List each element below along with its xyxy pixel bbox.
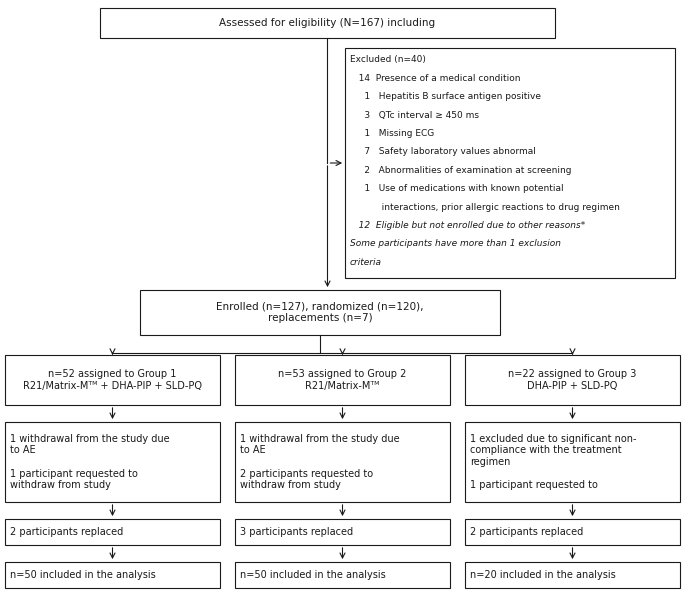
Bar <box>5 519 220 545</box>
Text: 14  Presence of a medical condition: 14 Presence of a medical condition <box>350 74 521 83</box>
Text: 3 participants replaced: 3 participants replaced <box>240 527 353 537</box>
Text: criteria: criteria <box>350 258 382 267</box>
Text: 1   Use of medications with known potential: 1 Use of medications with known potentia… <box>350 184 564 193</box>
Bar <box>465 519 680 545</box>
Bar <box>5 562 220 588</box>
Text: 12  Eligible but not enrolled due to other reasons*: 12 Eligible but not enrolled due to othe… <box>350 221 585 230</box>
Bar <box>5 355 220 405</box>
Bar <box>235 355 450 405</box>
Text: 2 participants replaced: 2 participants replaced <box>10 527 123 537</box>
Text: 1   Missing ECG: 1 Missing ECG <box>350 129 434 138</box>
Bar <box>235 422 450 502</box>
Text: 2 participants replaced: 2 participants replaced <box>470 527 583 537</box>
Text: 1 withdrawal from the study due
to AE

2 participants requested to
withdraw from: 1 withdrawal from the study due to AE 2 … <box>240 434 399 490</box>
Bar <box>345 48 675 278</box>
Text: n=52 assigned to Group 1
R21/Matrix-Mᵀᴹ + DHA-PIP + SLD-PQ: n=52 assigned to Group 1 R21/Matrix-Mᵀᴹ … <box>23 369 202 391</box>
Text: 1 excluded due to significant non-
compliance with the treatment
regimen

1 part: 1 excluded due to significant non- compl… <box>470 434 636 490</box>
Bar <box>100 8 555 38</box>
Text: n=50 included in the analysis: n=50 included in the analysis <box>10 570 155 580</box>
Bar <box>465 422 680 502</box>
Text: n=22 assigned to Group 3
DHA-PIP + SLD-PQ: n=22 assigned to Group 3 DHA-PIP + SLD-P… <box>508 369 636 391</box>
Text: 1 withdrawal from the study due
to AE

1 participant requested to
withdraw from : 1 withdrawal from the study due to AE 1 … <box>10 434 170 490</box>
Text: n=20 included in the analysis: n=20 included in the analysis <box>470 570 616 580</box>
Text: 1   Hepatitis B surface antigen positive: 1 Hepatitis B surface antigen positive <box>350 92 541 101</box>
Text: n=53 assigned to Group 2
R21/Matrix-Mᵀᴹ: n=53 assigned to Group 2 R21/Matrix-Mᵀᴹ <box>278 369 407 391</box>
Text: 3   QTc interval ≥ 450 ms: 3 QTc interval ≥ 450 ms <box>350 111 479 120</box>
Bar <box>235 519 450 545</box>
Bar <box>465 355 680 405</box>
Bar <box>5 422 220 502</box>
Text: Assessed for eligibility (N=167) including: Assessed for eligibility (N=167) includi… <box>219 18 436 28</box>
Text: Enrolled (n=127), randomized (n=120),
replacements (n=7): Enrolled (n=127), randomized (n=120), re… <box>216 302 424 323</box>
Bar <box>465 562 680 588</box>
Bar <box>140 290 500 335</box>
Text: Some participants have more than 1 exclusion: Some participants have more than 1 exclu… <box>350 240 561 249</box>
Text: Excluded (n=40): Excluded (n=40) <box>350 56 426 65</box>
Bar <box>235 562 450 588</box>
Text: interactions, prior allergic reactions to drug regimen: interactions, prior allergic reactions t… <box>350 202 620 211</box>
Text: 2   Abnormalities of examination at screening: 2 Abnormalities of examination at screen… <box>350 166 571 175</box>
Text: 7   Safety laboratory values abnormal: 7 Safety laboratory values abnormal <box>350 147 536 156</box>
Text: n=50 included in the analysis: n=50 included in the analysis <box>240 570 386 580</box>
